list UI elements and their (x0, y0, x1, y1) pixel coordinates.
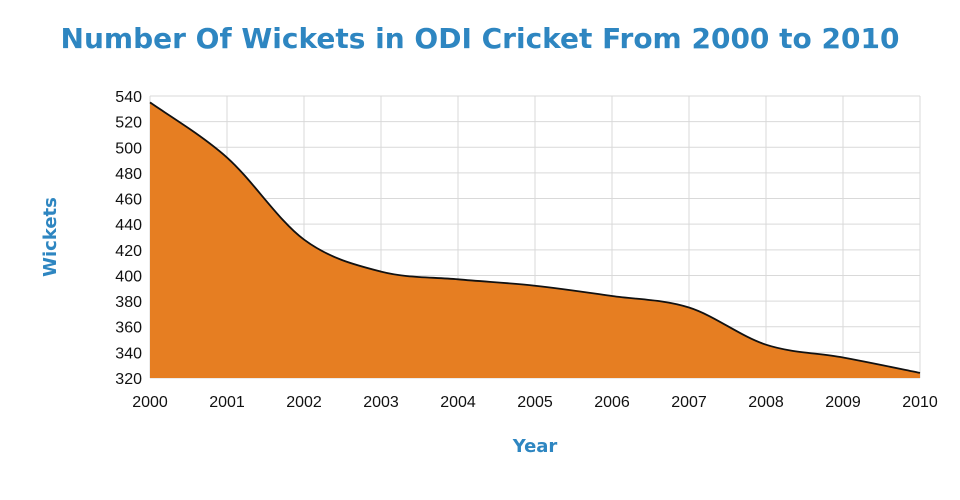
x-tick-label: 2003 (363, 394, 399, 411)
y-tick-label: 380 (115, 294, 142, 311)
area-series (149, 101, 921, 378)
x-tick-label: 2006 (594, 394, 630, 411)
x-tick-label: 2004 (440, 394, 476, 411)
x-tick-label: 2010 (902, 394, 938, 411)
x-tick-label: 2000 (132, 394, 168, 411)
x-tick-label: 2008 (748, 394, 784, 411)
x-tick-label: 2002 (286, 394, 322, 411)
x-tick-label: 2007 (671, 394, 707, 411)
x-tick-label: 2009 (825, 394, 861, 411)
area-fill (150, 102, 920, 378)
y-tick-label: 440 (115, 217, 142, 234)
x-axis-title: Year (512, 436, 558, 457)
y-tick-label: 540 (115, 89, 142, 106)
x-tick-label: 2001 (209, 394, 245, 411)
y-tick-label: 360 (115, 320, 142, 337)
y-tick-label: 460 (115, 192, 142, 209)
y-axis-title: Wickets (40, 197, 61, 277)
y-tick-label: 520 (115, 115, 142, 132)
series-line (149, 101, 921, 374)
y-axis-ticks: 320 340 360 380 400 420 440 460 480 500 520 540 (115, 89, 142, 388)
x-tick-label: 2005 (517, 394, 553, 411)
y-tick-label: 340 (115, 345, 142, 362)
y-tick-label: 400 (115, 268, 142, 285)
y-tick-label: 320 (115, 371, 142, 388)
y-tick-label: 480 (115, 166, 142, 183)
x-axis-ticks: 2000 2001 2002 2003 2004 2005 2006 2007 2008 2009… (132, 394, 938, 411)
y-tick-label: 500 (115, 140, 142, 157)
chart-title: Number Of Wickets in ODI Cricket From 20… (60, 22, 900, 55)
y-tick-label: 420 (115, 243, 142, 260)
